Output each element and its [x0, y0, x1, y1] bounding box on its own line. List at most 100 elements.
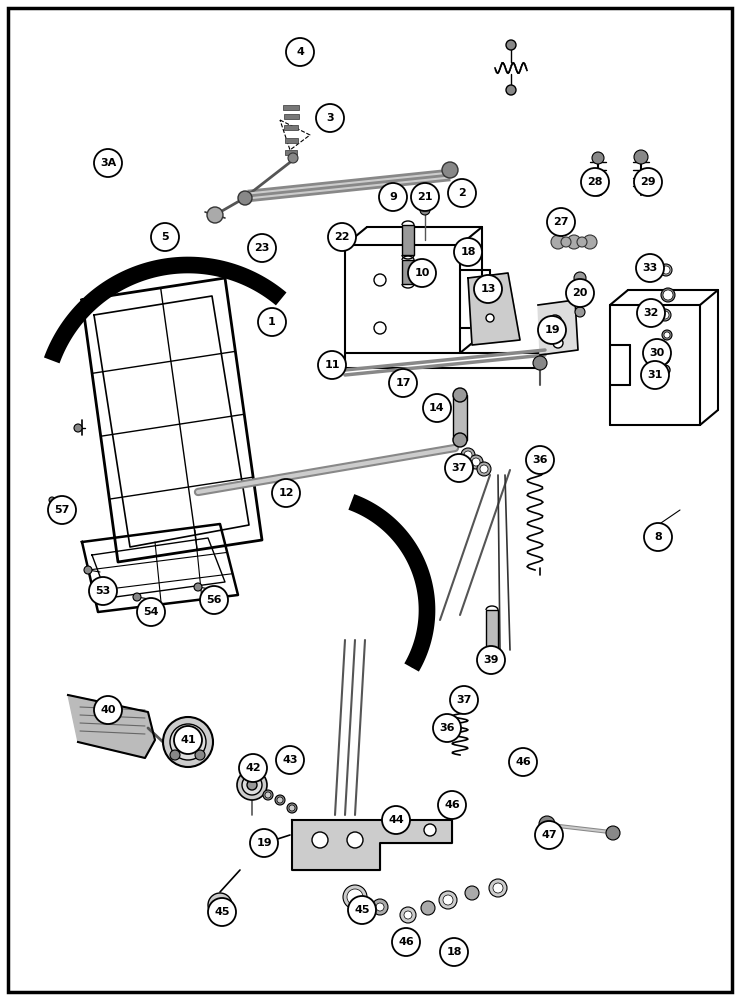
Circle shape	[151, 223, 179, 251]
Text: 8: 8	[654, 532, 662, 542]
Text: 10: 10	[414, 268, 430, 278]
Text: 32: 32	[643, 308, 659, 318]
Circle shape	[194, 583, 202, 591]
Text: 3: 3	[326, 113, 334, 123]
Polygon shape	[538, 300, 578, 355]
Circle shape	[312, 832, 328, 848]
Circle shape	[272, 479, 300, 507]
Circle shape	[49, 497, 55, 503]
Circle shape	[316, 104, 344, 132]
Circle shape	[376, 903, 384, 911]
Circle shape	[535, 821, 563, 849]
Circle shape	[89, 577, 117, 605]
Circle shape	[548, 315, 562, 329]
Circle shape	[318, 351, 346, 379]
Text: 36: 36	[440, 723, 455, 733]
Text: 17: 17	[395, 378, 411, 388]
Circle shape	[137, 598, 165, 626]
Text: 5: 5	[161, 232, 169, 242]
Circle shape	[347, 832, 363, 848]
Circle shape	[583, 235, 597, 249]
Circle shape	[48, 496, 76, 524]
Circle shape	[348, 896, 376, 924]
Circle shape	[275, 795, 285, 805]
Circle shape	[328, 223, 356, 251]
Circle shape	[408, 259, 436, 287]
Text: 40: 40	[100, 705, 115, 715]
Circle shape	[480, 290, 490, 300]
Text: 20: 20	[572, 288, 588, 298]
Circle shape	[659, 309, 671, 321]
Bar	[284, 114, 299, 119]
Circle shape	[551, 235, 565, 249]
Text: 27: 27	[554, 217, 569, 227]
Circle shape	[567, 235, 581, 249]
Circle shape	[170, 750, 180, 760]
Text: 19: 19	[544, 325, 560, 335]
Circle shape	[448, 179, 476, 207]
Circle shape	[526, 446, 554, 474]
Bar	[285, 150, 297, 155]
Text: 42: 42	[245, 763, 260, 773]
Circle shape	[592, 184, 604, 196]
Circle shape	[477, 646, 505, 674]
Circle shape	[658, 352, 670, 364]
Text: 3A: 3A	[100, 158, 116, 168]
Circle shape	[214, 899, 226, 911]
Text: 53: 53	[95, 586, 110, 596]
Circle shape	[421, 901, 435, 915]
Text: 46: 46	[515, 757, 531, 767]
Text: 18: 18	[460, 247, 476, 257]
Circle shape	[455, 691, 469, 705]
Circle shape	[634, 150, 648, 164]
Circle shape	[265, 792, 271, 798]
Circle shape	[238, 191, 252, 205]
Circle shape	[662, 266, 670, 274]
Circle shape	[469, 455, 483, 469]
Text: 57: 57	[54, 505, 70, 515]
Circle shape	[461, 448, 475, 462]
Circle shape	[423, 394, 451, 422]
Text: 44: 44	[388, 815, 404, 825]
Bar	[284, 125, 298, 130]
Text: 39: 39	[483, 655, 499, 665]
Circle shape	[379, 183, 407, 211]
Circle shape	[200, 586, 228, 614]
Circle shape	[489, 879, 507, 897]
Circle shape	[404, 911, 412, 919]
Text: 31: 31	[648, 370, 663, 380]
Text: 41: 41	[180, 735, 196, 745]
Circle shape	[195, 750, 205, 760]
Text: 43: 43	[282, 755, 297, 765]
Circle shape	[663, 290, 673, 300]
Circle shape	[509, 748, 537, 776]
Circle shape	[174, 726, 202, 754]
Circle shape	[662, 330, 672, 340]
Text: 28: 28	[588, 177, 603, 187]
Circle shape	[637, 299, 665, 327]
Circle shape	[472, 458, 480, 466]
Circle shape	[239, 754, 267, 782]
Circle shape	[170, 724, 206, 760]
Circle shape	[465, 886, 479, 900]
Circle shape	[477, 462, 491, 476]
Circle shape	[250, 829, 278, 857]
Circle shape	[180, 734, 196, 750]
Circle shape	[493, 883, 503, 893]
Circle shape	[480, 465, 488, 473]
Circle shape	[454, 238, 482, 266]
Circle shape	[163, 717, 213, 767]
Circle shape	[450, 686, 478, 714]
Text: 47: 47	[541, 830, 556, 840]
Circle shape	[343, 885, 367, 909]
Circle shape	[634, 168, 662, 196]
Circle shape	[439, 891, 457, 909]
Circle shape	[420, 205, 430, 215]
Circle shape	[392, 928, 420, 956]
Bar	[285, 138, 298, 143]
Text: 45: 45	[354, 905, 370, 915]
Circle shape	[486, 314, 494, 322]
Circle shape	[592, 152, 604, 164]
Polygon shape	[68, 695, 155, 758]
Circle shape	[374, 274, 386, 286]
